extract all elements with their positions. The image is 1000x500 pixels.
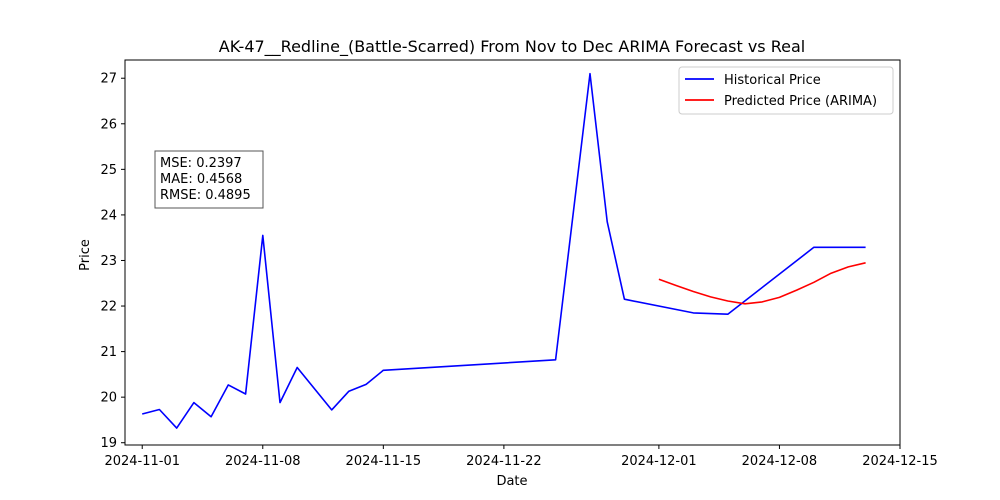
- x-tick-label: 2024-12-01: [621, 454, 697, 469]
- legend-entry-label: Historical Price: [724, 73, 821, 88]
- x-axis: 2024-11-01 2024-11-08 2024-11-15 2024-11-22…: [104, 445, 938, 469]
- x-axis-label: Date: [496, 474, 527, 489]
- y-tick-label: 19: [100, 436, 117, 451]
- annotation-metric-text: MSE: 0.2397: [160, 156, 242, 171]
- annotation-box-frame: [154, 150, 264, 209]
- y-axis-label: Price: [78, 239, 93, 271]
- y-tick-label: 25: [100, 163, 117, 178]
- x-tick-label: 2024-11-01: [104, 454, 180, 469]
- y-tick-label: 26: [100, 117, 117, 132]
- legend-frame: [678, 66, 894, 115]
- annotation-metric-text: MAE: 0.4568: [160, 172, 242, 187]
- y-axis: 19 20 21 22 23 24 25 26 27: [100, 72, 125, 451]
- x-tick-label: 2024-12-15: [862, 454, 938, 469]
- chart-title: AK-47__Redline_(Battle-Scarred) From Nov…: [219, 37, 805, 57]
- x-tick-label: 2024-11-15: [346, 454, 422, 469]
- y-tick-label: 20: [100, 391, 117, 406]
- series-line-predicted: [658, 262, 866, 305]
- plot-area-frame: [124, 59, 901, 446]
- y-tick-label: 21: [100, 345, 117, 360]
- y-tick-label: 27: [100, 72, 117, 87]
- x-tick-label: 2024-11-22: [466, 454, 542, 469]
- legend-entry-label: Predicted Price (ARIMA): [724, 94, 877, 109]
- y-tick-label: 22: [100, 300, 117, 315]
- y-tick-label: 23: [100, 254, 117, 269]
- x-tick-label: 2024-11-08: [225, 454, 301, 469]
- series-line-historical: [141, 72, 866, 429]
- legend: Historical Price Predicted Price (ARIMA): [678, 66, 894, 115]
- annotation-metric-text: RMSE: 0.4895: [160, 188, 251, 203]
- y-tick-label: 24: [100, 208, 117, 223]
- x-tick-label: 2024-12-08: [742, 454, 818, 469]
